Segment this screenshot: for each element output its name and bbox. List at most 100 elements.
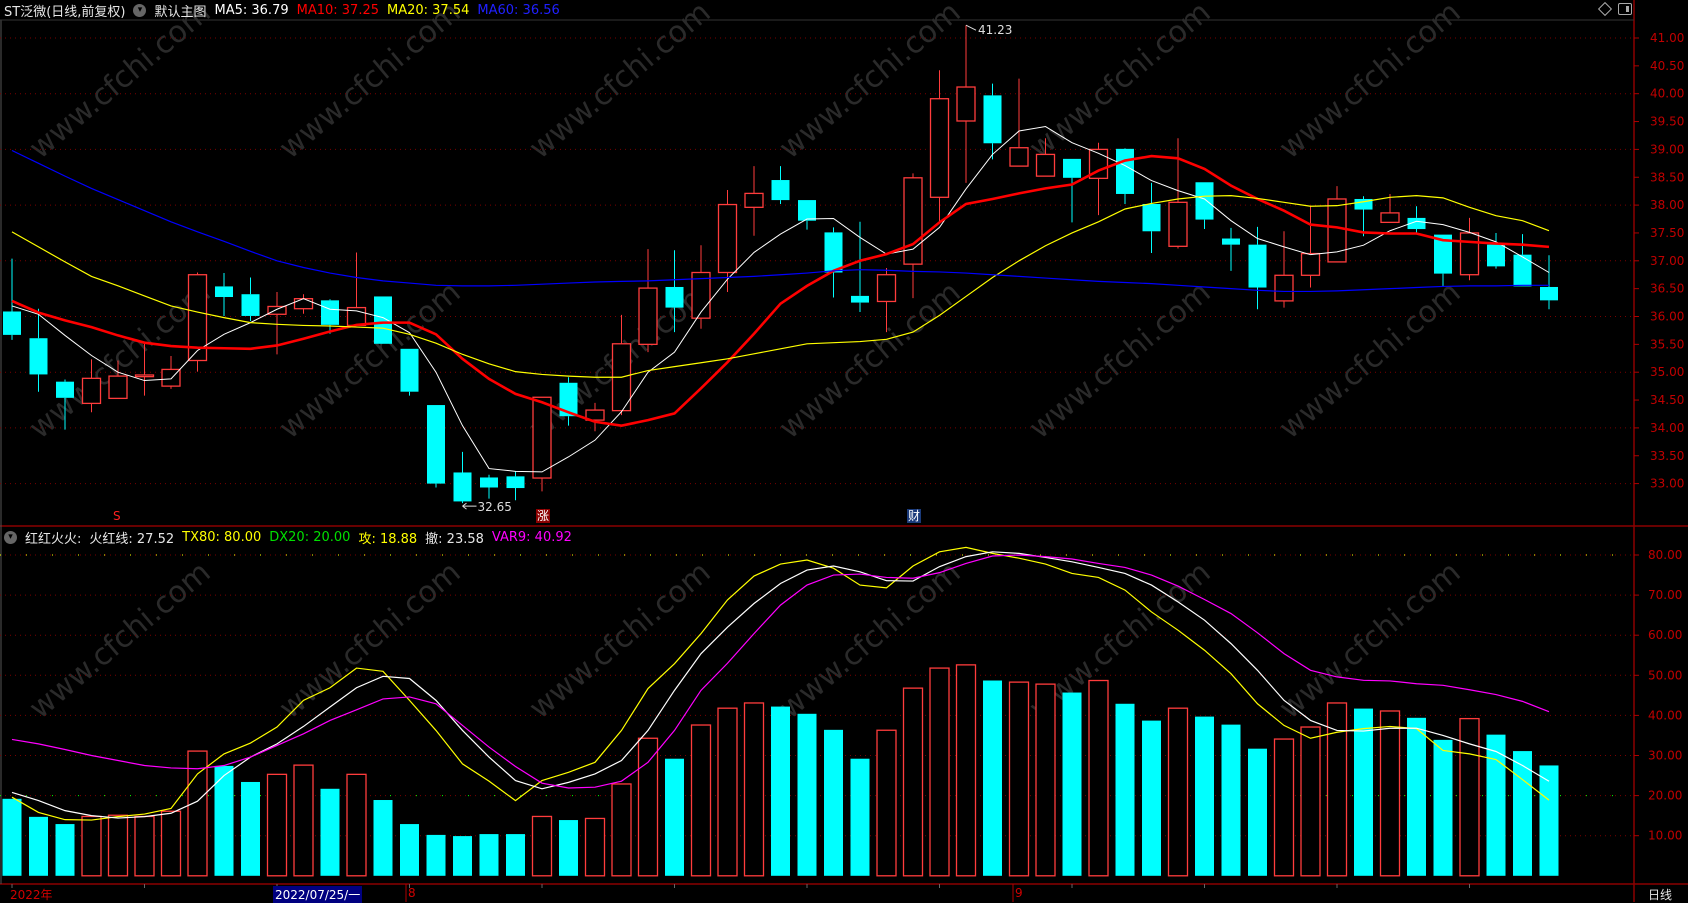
candle <box>346 252 367 327</box>
fire-bar <box>29 816 48 876</box>
price-tick-label: 39.00 <box>1650 142 1684 156</box>
candle-body <box>585 409 605 421</box>
month-9-label: 9 <box>1015 886 1023 900</box>
fire-bar <box>187 750 208 877</box>
candle <box>798 200 816 230</box>
candle-body <box>1407 217 1426 230</box>
candle-body <box>427 405 445 484</box>
ma60-label: MA60: 36.56 <box>477 2 560 18</box>
fire-bar <box>1407 717 1426 876</box>
fire-bar <box>690 724 712 877</box>
fire-bar <box>214 765 234 876</box>
candle-body <box>1222 238 1240 245</box>
price-tick-label: 37.00 <box>1650 254 1684 268</box>
indicator-tick-label: 80.00 <box>1648 548 1682 562</box>
indicator-header: ▾ 红红火火: 火红线: 27.52 TX80: 80.00 DX20: 20.… <box>0 528 580 547</box>
indicator-name[interactable]: 红红火火: <box>25 531 82 547</box>
fire-bar <box>1167 707 1189 877</box>
fire-bar <box>241 781 260 876</box>
fire-bar <box>1195 716 1214 876</box>
price-tick-label: 40.50 <box>1650 59 1684 73</box>
fire-bar <box>1300 726 1321 877</box>
candle <box>876 268 897 333</box>
candle-body <box>559 382 578 417</box>
panel-toggle-icon[interactable] <box>1618 3 1632 15</box>
watermark-text: www.cfchi.com <box>1273 555 1468 726</box>
fire-bar <box>293 764 314 877</box>
time-axis[interactable]: 2022年 2022/07/25/一 8 9 日线 <box>0 885 1688 903</box>
chevron-down-icon[interactable]: ▾ <box>133 3 147 17</box>
price-tick-label: 41.00 <box>1650 31 1684 45</box>
candle-body <box>29 338 48 375</box>
watermark-text: www.cfchi.com <box>273 555 468 726</box>
candle-body <box>1487 244 1505 267</box>
fire-bar <box>1221 724 1241 876</box>
price-tick-label: 38.50 <box>1650 170 1684 184</box>
main-chart-selector[interactable]: 默认主图 <box>154 4 207 20</box>
fire-bar <box>1354 708 1373 876</box>
fire-bar <box>266 773 288 877</box>
indicator-line-var9 <box>11 554 1550 789</box>
candle <box>929 70 950 223</box>
main-chart-header: ST泛微(日线,前复权) ▾ 默认主图 MA5: 36.79 MA10: 37.… <box>0 0 1634 20</box>
candle <box>3 258 21 340</box>
candle <box>215 273 233 316</box>
fire-bar <box>611 783 632 877</box>
candle-body <box>3 311 21 335</box>
fire-bar <box>850 758 870 876</box>
candle-body <box>851 295 869 303</box>
ma-line-ma10 <box>11 154 1550 427</box>
fire-bar <box>1326 702 1348 877</box>
candle <box>374 296 392 344</box>
fire-bar <box>717 707 738 877</box>
candle <box>29 308 48 392</box>
fire-bar <box>400 824 419 876</box>
period-label[interactable]: 日线 <box>1648 888 1673 902</box>
price-tick-label: 34.00 <box>1650 421 1684 435</box>
candle <box>532 396 552 492</box>
candle-body <box>1248 244 1267 288</box>
fire-bar <box>453 836 472 876</box>
fire-bar <box>479 834 499 876</box>
high-price-label: 41.23 <box>978 23 1012 37</box>
candle-body <box>1274 274 1294 302</box>
candle <box>480 474 498 499</box>
candle-body <box>1300 252 1321 276</box>
candle-body <box>903 177 923 265</box>
fire-bar <box>955 664 977 877</box>
dx20-label: DX20: 20.00 <box>269 529 351 545</box>
candle-body <box>506 476 525 489</box>
candle <box>81 359 102 413</box>
fire-bar <box>559 820 578 876</box>
fire-bar <box>1459 717 1480 877</box>
event-marker-up[interactable]: 涨 <box>536 509 551 523</box>
fire-bar <box>107 814 129 877</box>
candle-body <box>1088 148 1109 180</box>
indicator-line-attack <box>11 546 1550 821</box>
candle <box>1459 217 1480 281</box>
candle-body <box>480 477 498 488</box>
candle <box>56 379 74 430</box>
candle <box>1035 138 1056 177</box>
candle-body <box>1434 234 1452 274</box>
candle-body <box>956 86 976 122</box>
fire-bar <box>1035 683 1056 877</box>
var9-label: VAR9: 40.92 <box>491 529 572 545</box>
fire-bar <box>346 773 367 877</box>
stock-title[interactable]: ST泛微(日线,前复权) <box>4 4 126 20</box>
chevron-down-icon[interactable]: ▾ <box>4 530 17 544</box>
event-marker-fin[interactable]: 财 <box>907 509 922 523</box>
candle-body <box>824 232 843 273</box>
candle-body <box>1380 212 1400 224</box>
price-tick-label: 38.00 <box>1650 198 1684 212</box>
candle-body <box>1116 148 1134 194</box>
fire-bar <box>81 815 102 877</box>
watermark-text: www.cfchi.com <box>1023 275 1218 446</box>
candle-body <box>876 274 897 303</box>
diamond-icon[interactable] <box>1597 1 1613 17</box>
candle-body <box>321 300 339 325</box>
event-marker-s[interactable]: S <box>113 509 121 523</box>
candle <box>983 83 1002 160</box>
watermark-text: www.cfchi.com <box>523 555 718 726</box>
